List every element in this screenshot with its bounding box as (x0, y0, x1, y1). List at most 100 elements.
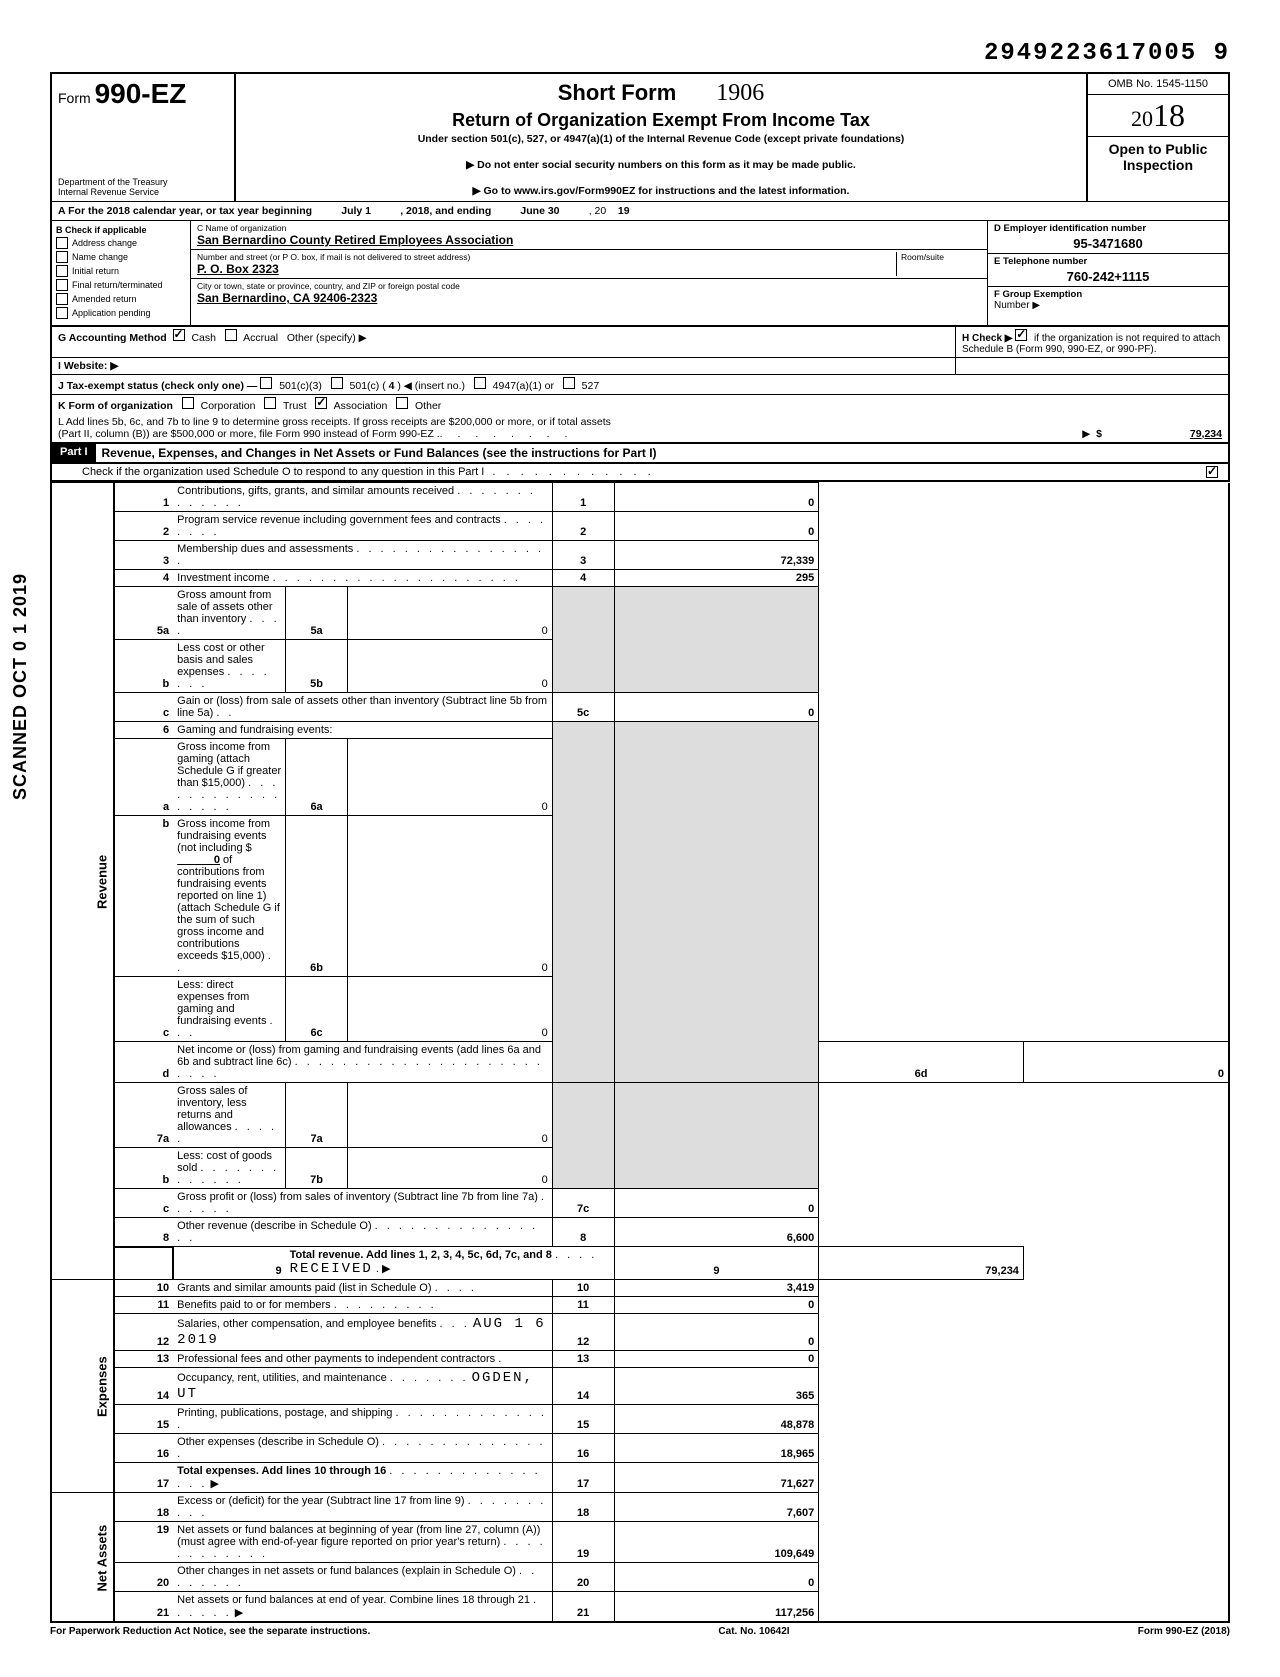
line-ref: 19 (552, 1522, 614, 1563)
lbl-other-org: Other (415, 400, 441, 412)
lbl-527: 527 (582, 380, 600, 392)
line-num: c (114, 977, 173, 1042)
line-num: c (114, 1189, 173, 1218)
form-header: Form 990-EZ Department of the Treasury I… (50, 72, 1230, 201)
lbl-address-change: Address change (72, 238, 137, 248)
line-num: 1 (114, 483, 173, 512)
part1-title: Revenue, Expenses, and Changes in Net As… (96, 444, 1228, 462)
line-num: 10 (114, 1280, 173, 1297)
cb-schedule-b[interactable] (1015, 329, 1027, 341)
lbl-pending: Application pending (72, 308, 151, 318)
line-desc: Less: direct expenses from gaming and fu… (177, 979, 266, 1027)
line-desc: Total revenue. Add lines 1, 2, 3, 4, 5c,… (290, 1249, 552, 1261)
line-desc: Benefits paid to or for members (177, 1299, 330, 1311)
sub-ref: 6b (286, 816, 348, 977)
line-ref: 13 (552, 1351, 614, 1368)
year-prefix: 20 (1131, 106, 1153, 131)
cb-other-org[interactable] (396, 397, 408, 409)
line-desc: Net assets or fund balances at beginning… (177, 1524, 540, 1548)
part1-sub: Check if the organization used Schedule … (50, 464, 1230, 482)
line-g-label: G Accounting Method (58, 332, 167, 344)
line-desc: Salaries, other compensation, and employ… (177, 1318, 436, 1330)
cb-address-change[interactable] (56, 237, 68, 249)
line-desc: Program service revenue including govern… (177, 514, 500, 526)
sub-ref: 5b (286, 640, 348, 693)
cb-schedule-o[interactable] (1206, 466, 1218, 478)
line-l-text1: L Add lines 5b, 6c, and 7b to line 9 to … (58, 416, 1222, 428)
cb-assoc[interactable] (315, 397, 327, 409)
line-num: 11 (114, 1297, 173, 1314)
part1-label: Part I (52, 444, 96, 462)
line-l-arrow: ▶ (1082, 428, 1090, 440)
line-num: a (114, 739, 173, 816)
cb-final-return[interactable] (56, 279, 68, 291)
sub-val: 0 (348, 816, 553, 977)
main-info-block: B Check if applicable Address change Nam… (50, 221, 1230, 327)
cb-corp[interactable] (182, 397, 194, 409)
line-desc: Investment income (177, 572, 269, 584)
line-ref: 18 (552, 1493, 614, 1522)
lbl-name-change: Name change (72, 252, 128, 262)
arrow: ▶ (235, 1607, 243, 1619)
cb-accrual[interactable] (225, 329, 237, 341)
line-ref: 2 (552, 512, 614, 541)
line-amount: 48,878 (614, 1405, 819, 1434)
cb-trust[interactable] (264, 397, 276, 409)
cb-cash[interactable] (173, 329, 185, 341)
cb-pending[interactable] (56, 307, 68, 319)
inspection-label: Inspection (1092, 157, 1224, 173)
line-amount: 0 (614, 483, 819, 512)
group-exempt-label: F Group Exemption (994, 289, 1222, 300)
footer-mid: Cat. No. 10642I (718, 1626, 789, 1637)
cb-name-change[interactable] (56, 251, 68, 263)
line-ref: 21 (552, 1592, 614, 1623)
sub-val: 0 (348, 1148, 553, 1189)
received-stamp: RECEIVED (290, 1261, 373, 1277)
cb-amended[interactable] (56, 293, 68, 305)
lines-ghijk: G Accounting Method Cash Accrual Other (… (50, 327, 1230, 444)
line-ref: 11 (552, 1297, 614, 1314)
room-label: Room/suite (901, 252, 981, 262)
cb-initial-return[interactable] (56, 265, 68, 277)
part1-header: Part I Revenue, Expenses, and Changes in… (50, 444, 1230, 464)
lbl-final-return: Final return/terminated (72, 280, 163, 290)
line-h-label: H Check ▶ (962, 333, 1012, 344)
line-num: 3 (114, 541, 173, 570)
line-desc: Excess or (deficit) for the year (Subtra… (177, 1495, 464, 1507)
cb-4947a1[interactable] (474, 377, 486, 389)
line-ref: 10 (552, 1280, 614, 1297)
line-num: b (114, 1148, 173, 1189)
footer-left: For Paperwork Reduction Act Notice, see … (50, 1626, 370, 1637)
line-num: d (114, 1042, 173, 1083)
name-label: C Name of organization (197, 223, 981, 233)
line-amount: 117,256 (614, 1592, 819, 1623)
line-num: 7a (114, 1083, 173, 1148)
val-501c-n: 4 (389, 380, 395, 392)
line-num: 19 (114, 1522, 173, 1563)
line-amount: 0 (614, 1351, 819, 1368)
cb-501c[interactable] (331, 377, 343, 389)
cb-501c3[interactable] (260, 377, 272, 389)
short-form-title: Short Form (558, 80, 677, 106)
line-ref: 9 (614, 1247, 819, 1280)
line-amount: 0 (614, 1189, 819, 1218)
cb-527[interactable] (563, 377, 575, 389)
revenue-side-label: Revenue (51, 483, 114, 1280)
line-desc: Total expenses. Add lines 10 through 16 (177, 1465, 386, 1477)
line-num: 14 (114, 1368, 173, 1405)
line-ref: 3 (552, 541, 614, 570)
line-ref: 8 (552, 1218, 614, 1247)
line-a-label: A For the 2018 calendar year, or tax yea… (58, 205, 312, 217)
line-a-mid: , 2018, and ending (400, 205, 491, 217)
line-ref: 16 (552, 1434, 614, 1463)
line-num: 6 (114, 722, 173, 739)
line-k-label: K Form of organization (58, 400, 173, 412)
main-title: Return of Organization Exempt From Incom… (244, 110, 1078, 131)
dots: . . . . . . . . (440, 428, 1083, 440)
city-value: San Bernardino, CA 92406-2323 (197, 291, 981, 305)
line-num: b (114, 816, 173, 977)
line-amount: 0 (614, 1297, 819, 1314)
lbl-trust: Trust (283, 400, 307, 412)
line-desc: Other changes in net assets or fund bala… (177, 1565, 516, 1577)
line-i: I Website: ▶ (58, 360, 118, 372)
